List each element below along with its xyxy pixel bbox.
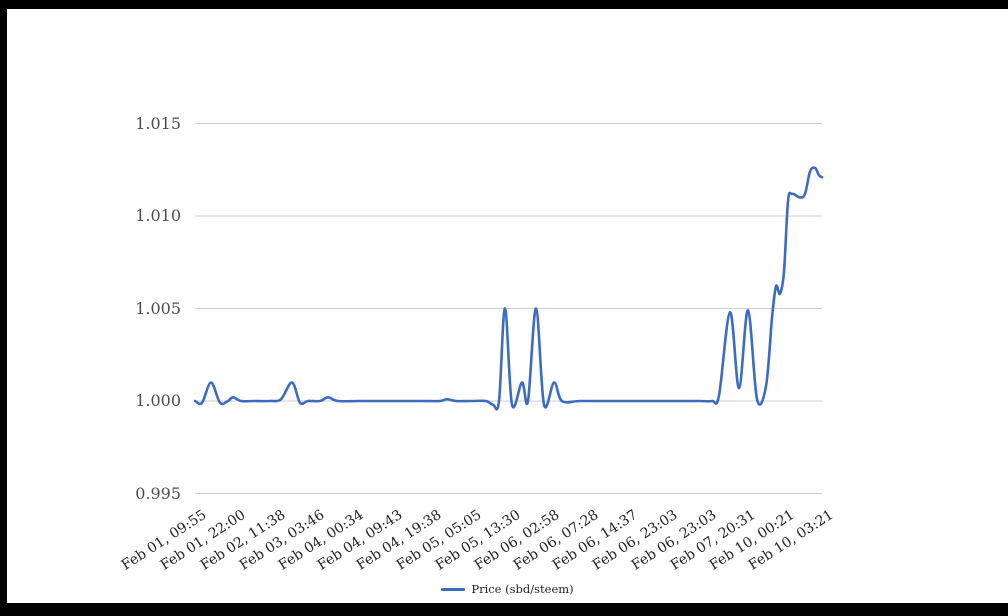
y-axis-tick-label: 1.000	[135, 391, 181, 410]
chart-page: 0.995 1.000 1.005 1.010 1.015 Feb 01, 09:55 F…	[7, 9, 1008, 603]
y-axis-tick-label: 1.015	[135, 113, 181, 133]
price-line-chart	[193, 123, 824, 494]
y-axis-tick-label: 1.005	[135, 298, 181, 318]
price-series-line	[193, 166, 824, 411]
legend-line-swatch	[441, 587, 466, 591]
y-axis-tick-label: 1.010	[135, 206, 181, 225]
legend-label: Price (sbd/steem)	[471, 582, 574, 596]
y-axis-tick-label: 0.995	[135, 483, 181, 503]
chart-legend: Price (sbd/steem)	[7, 580, 1008, 598]
